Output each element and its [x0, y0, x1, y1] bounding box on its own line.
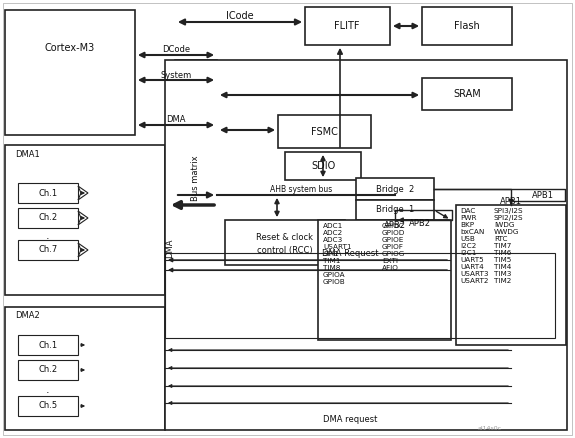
Text: Ch.1: Ch.1 [39, 340, 58, 350]
Text: Ch.2: Ch.2 [39, 365, 58, 374]
Bar [278, 115, 371, 148]
Bar [165, 60, 567, 430]
Text: Ch.2: Ch.2 [39, 213, 58, 223]
Text: Bridge  1: Bridge 1 [376, 205, 414, 215]
Text: Flash: Flash [454, 21, 480, 31]
Text: DAC
PWR
BKP
bxCAN
USB
I2C2
I2C1
UART5
UART4
USART3
USART2: DAC PWR BKP bxCAN USB I2C2 I2C1 UART5 UA… [460, 208, 489, 284]
Polygon shape [78, 243, 88, 257]
Text: DMA1: DMA1 [15, 150, 40, 159]
Text: APB2: APB2 [409, 219, 431, 229]
Text: Ch.5: Ch.5 [39, 402, 58, 410]
Bar [356, 200, 434, 220]
Text: Reset & clock: Reset & clock [256, 233, 313, 243]
Text: .: . [46, 385, 50, 395]
Bar [18, 208, 78, 228]
Text: .: . [46, 231, 50, 241]
Bar [305, 7, 390, 45]
Text: SDIO: SDIO [311, 161, 335, 171]
Text: ICode: ICode [226, 11, 254, 21]
Bar [456, 205, 566, 345]
Bar [175, 60, 217, 295]
Text: FLITF: FLITF [334, 21, 360, 31]
Text: control (RCC): control (RCC) [257, 246, 313, 254]
Bar [18, 396, 78, 416]
Text: DMA: DMA [166, 114, 186, 124]
Bar [18, 240, 78, 260]
Text: DMA request: DMA request [323, 416, 377, 424]
Text: APB2: APB2 [384, 220, 406, 230]
Text: DCode: DCode [162, 46, 190, 54]
Text: Cortex-M3: Cortex-M3 [45, 43, 95, 53]
Bar [356, 178, 434, 200]
Bar [422, 7, 512, 45]
Text: AHB system bus: AHB system bus [270, 186, 332, 194]
Bar [165, 253, 555, 338]
Polygon shape [78, 186, 88, 200]
Text: SRAM: SRAM [453, 89, 481, 99]
Text: Bridge  2: Bridge 2 [376, 184, 414, 194]
Text: FSMC: FSMC [310, 127, 338, 137]
Text: Ch.1: Ch.1 [39, 188, 58, 198]
Polygon shape [78, 211, 88, 225]
Bar [5, 307, 165, 430]
Text: SPI3/I2S
SPI2/I2S
IWDG
WWDG
RTC
TIM7
TIM6
TIM5
TIM4
TIM3
TIM2: SPI3/I2S SPI2/I2S IWDG WWDG RTC TIM7 TIM… [494, 208, 524, 284]
Bar [285, 152, 361, 180]
Text: System: System [160, 71, 191, 80]
Bar [422, 78, 512, 110]
Text: Ch.7: Ch.7 [39, 246, 58, 254]
Bar [18, 183, 78, 203]
Text: DMA2: DMA2 [15, 311, 40, 320]
Text: APB1: APB1 [500, 197, 522, 205]
Bar [5, 145, 165, 295]
Text: al14s0c: al14s0c [478, 425, 502, 431]
Text: DMA: DMA [166, 238, 174, 258]
Text: GPIOC
GPIOD
GPIOE
GPIOF
GPIOG
EXTI
AFIO: GPIOC GPIOD GPIOE GPIOF GPIOG EXTI AFIO [382, 223, 405, 271]
Bar [5, 10, 135, 135]
Text: Bus matrix: Bus matrix [191, 155, 201, 201]
Bar [18, 360, 78, 380]
Text: ADC1
ADC2
ADC3
USART1
SPI1
TIM1
TIM8
GPIOA
GPIOB: ADC1 ADC2 ADC3 USART1 SPI1 TIM1 TIM8 GPI… [323, 223, 351, 285]
Text: DMA Request: DMA Request [322, 248, 378, 258]
Text: APB1: APB1 [532, 191, 554, 201]
Bar [18, 335, 78, 355]
Bar [318, 220, 451, 340]
Bar [225, 220, 345, 265]
